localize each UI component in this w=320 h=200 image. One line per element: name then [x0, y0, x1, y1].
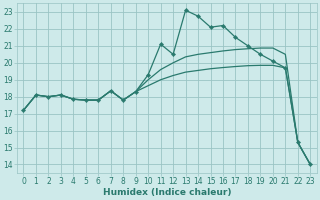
X-axis label: Humidex (Indice chaleur): Humidex (Indice chaleur): [103, 188, 231, 197]
